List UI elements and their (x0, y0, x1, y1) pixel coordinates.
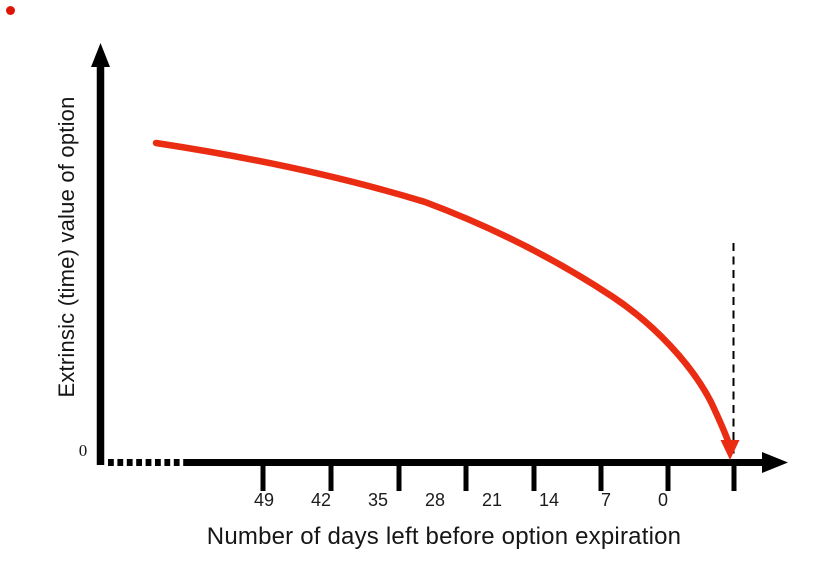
y-axis-title: Extrinsic (time) value of option (54, 96, 79, 398)
tick-label-42: 42 (310, 490, 332, 510)
tick-label-35: 35 (367, 490, 389, 510)
x-axis-tick-marks (260, 461, 737, 491)
tick-label-14: 14 (538, 490, 560, 510)
x-axis-arrowhead-icon (762, 452, 788, 473)
red-dot (6, 6, 15, 15)
decay-curve (152, 139, 734, 451)
y-axis-arrowhead-icon (91, 43, 110, 67)
origin-zero-label: 0 (78, 441, 88, 460)
tick-label-7: 7 (600, 490, 612, 510)
tick-label-49: 49 (253, 490, 275, 510)
tick-label-28: 28 (424, 490, 446, 510)
tick-label-0: 0 (657, 490, 669, 510)
decay-curve-arrowhead-icon (720, 440, 740, 460)
tick-label-21: 21 (481, 490, 503, 510)
x-axis-title: Number of days left before option expira… (206, 523, 682, 550)
